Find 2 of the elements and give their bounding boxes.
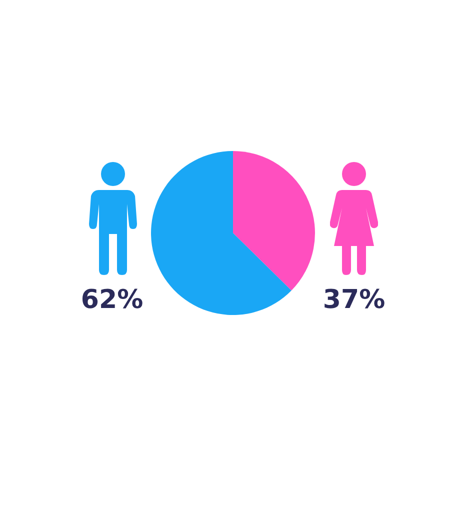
- data-label: 37%: [322, 284, 386, 315]
- data-label: 62%: [80, 284, 144, 315]
